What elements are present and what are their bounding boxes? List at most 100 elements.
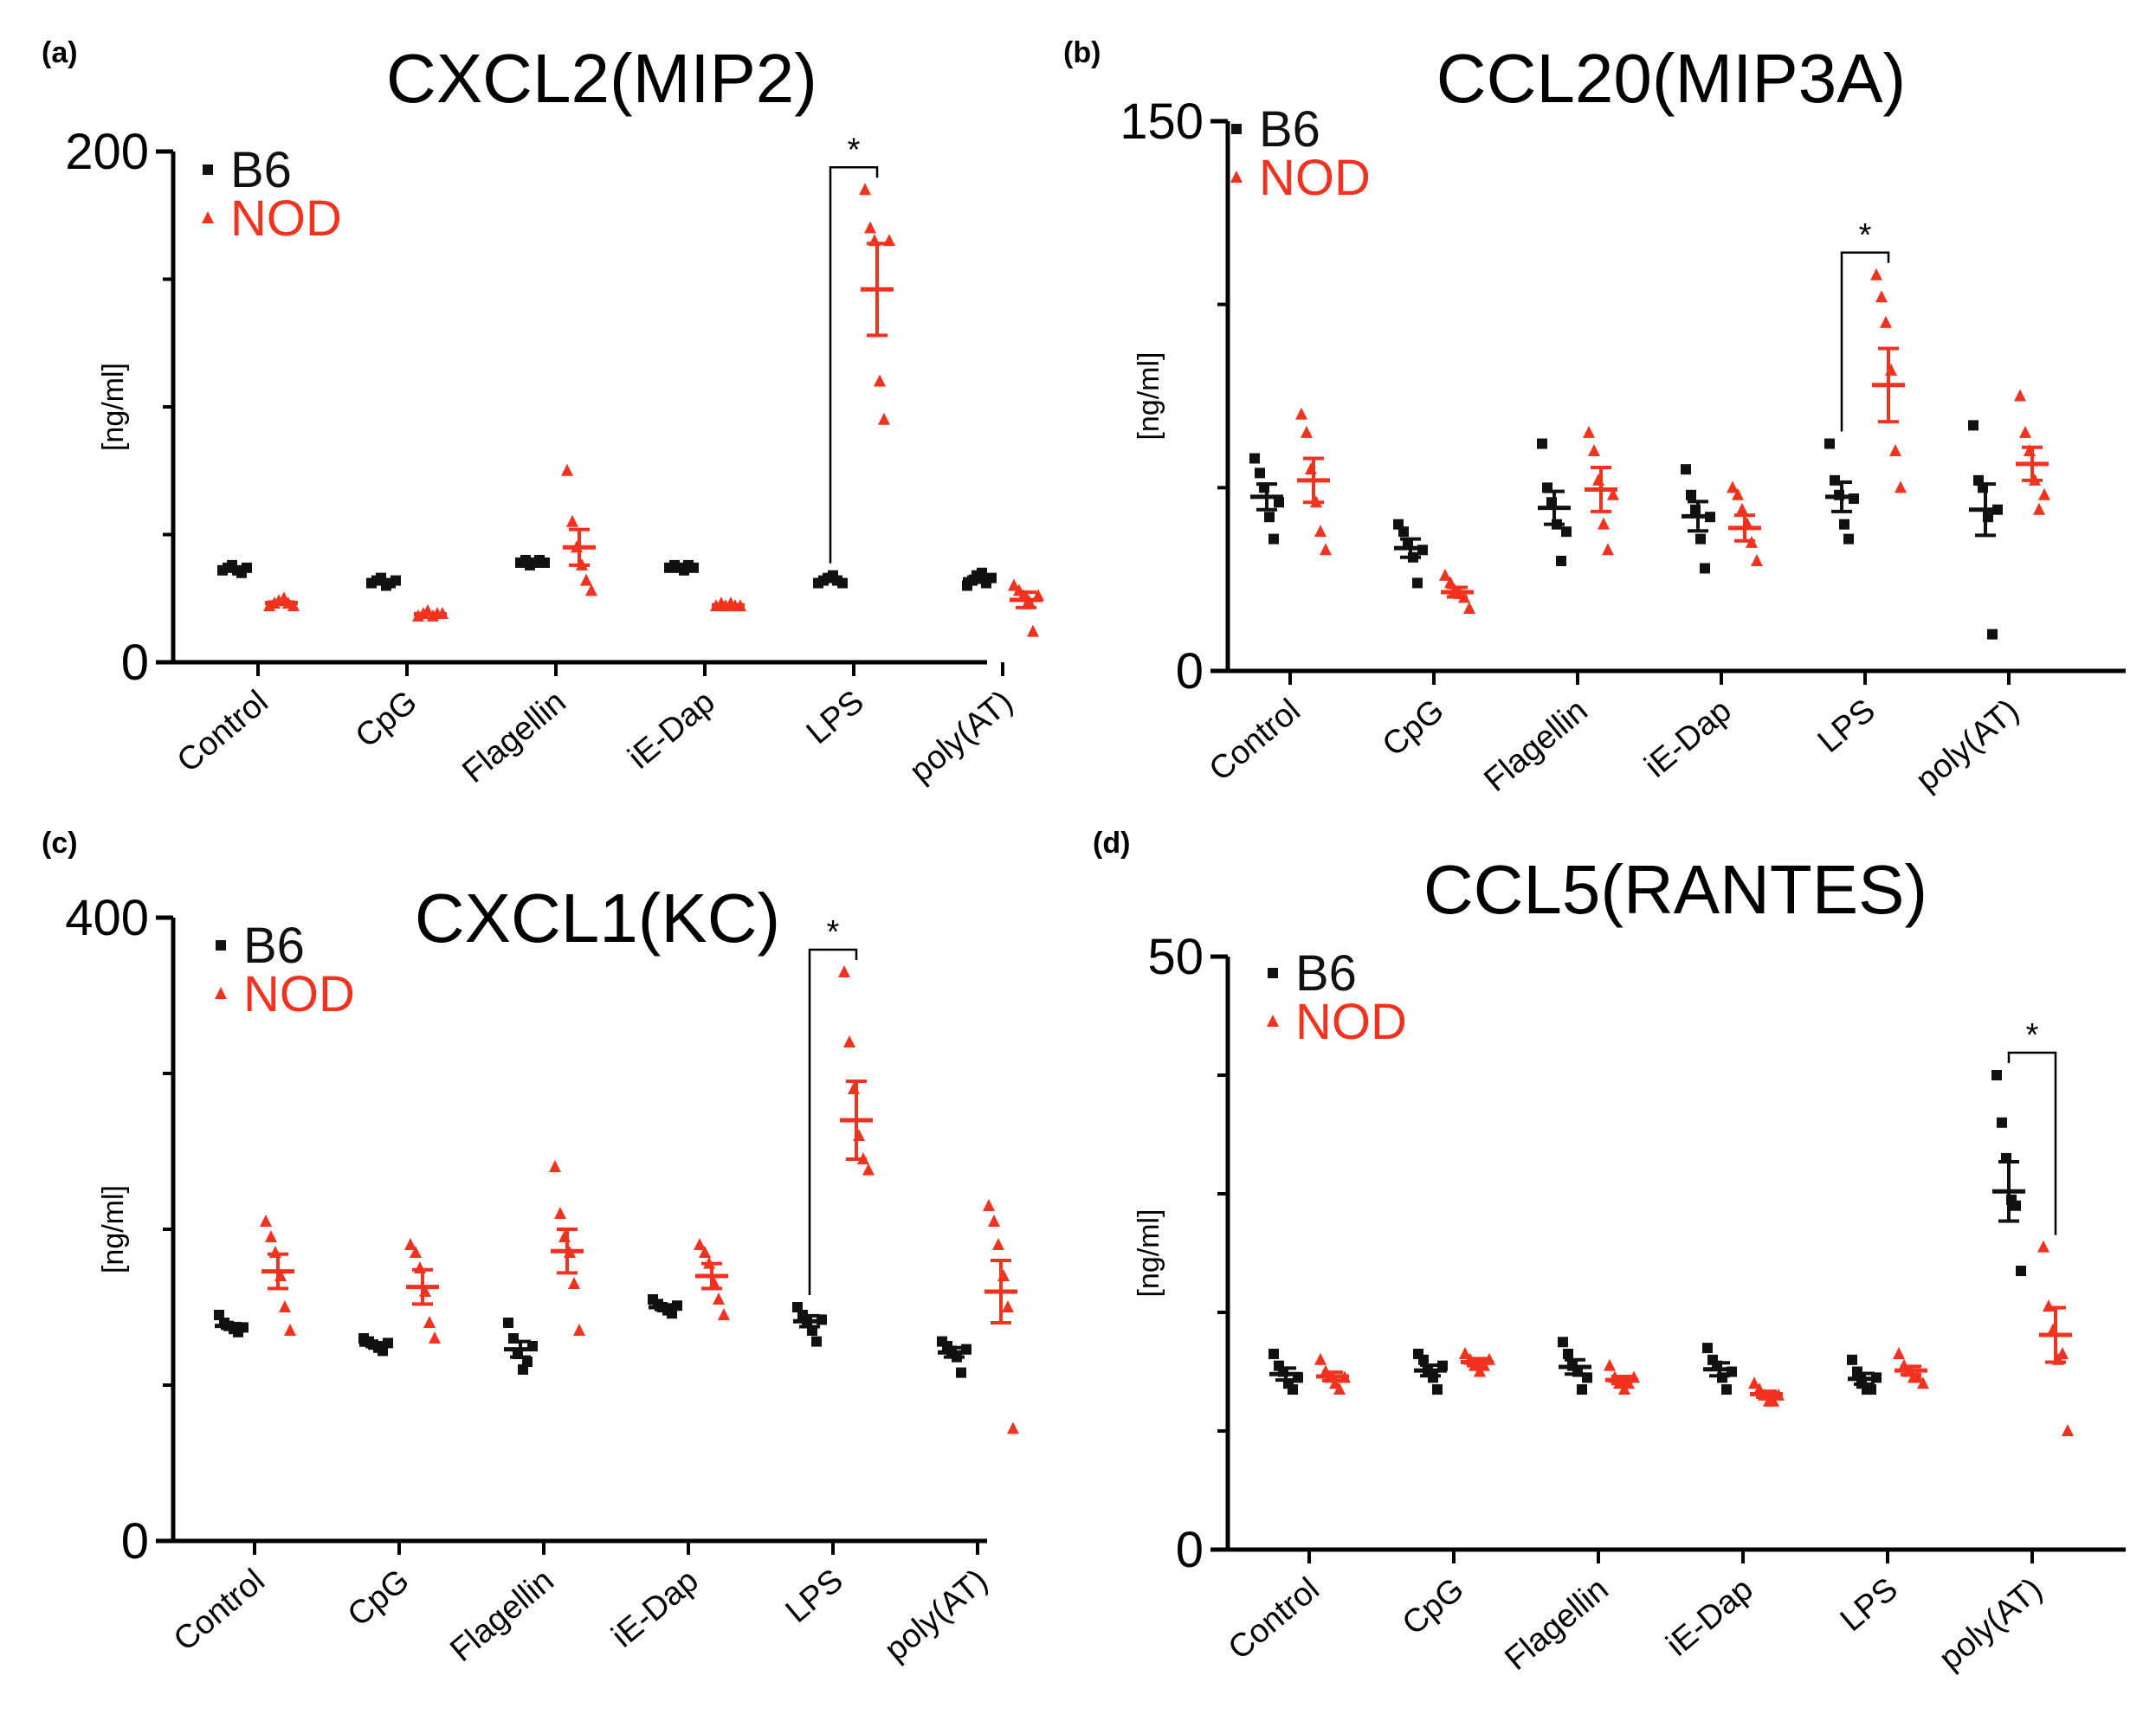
x-tick-label: iE-Dap bbox=[1660, 1571, 1760, 1664]
data-point-b6 bbox=[1249, 453, 1260, 464]
significance-label: * bbox=[827, 914, 840, 951]
data-point-b6 bbox=[1412, 577, 1423, 589]
y-tick-label: 0 bbox=[1176, 1522, 1204, 1578]
data-point-nod bbox=[2014, 389, 2026, 402]
significance-bracket bbox=[808, 948, 858, 1295]
x-tick-label: Flagellin bbox=[1498, 1571, 1615, 1678]
panel-letter-b: (b) bbox=[1063, 36, 1101, 69]
data-point-nod bbox=[992, 1238, 1004, 1250]
data-point-nod bbox=[1444, 576, 1456, 589]
data-point-nod bbox=[2037, 1240, 2049, 1253]
data-point-nod bbox=[1301, 425, 1313, 438]
data-point-nod bbox=[2019, 425, 2031, 438]
data-point-b6 bbox=[1418, 1354, 1429, 1365]
data-point-b6 bbox=[1558, 1337, 1568, 1348]
panel-letter-a: (a) bbox=[42, 36, 78, 69]
significance-label: * bbox=[2026, 1017, 2039, 1054]
y-tick-label: 0 bbox=[121, 1513, 149, 1570]
data-point-nod bbox=[260, 1215, 272, 1227]
x-tick-label: poly(AT) bbox=[1909, 693, 2026, 799]
legend-marker-b6 bbox=[203, 164, 213, 175]
panel-d-chart: CCL5(RANTES) 0 50 [ng/ml] Control CpG Flagelli… bbox=[1133, 851, 2126, 1678]
legend-label-b6: B6 bbox=[243, 918, 305, 974]
y-tick-label: 200 bbox=[65, 124, 149, 180]
data-point-nod bbox=[713, 1292, 725, 1305]
y-axis-label: [ng/ml] bbox=[97, 363, 130, 451]
data-point-b6 bbox=[956, 1367, 966, 1378]
data-point-nod bbox=[585, 583, 597, 596]
data-point-nod bbox=[874, 374, 886, 387]
data-point-nod bbox=[287, 599, 300, 612]
data-point-b6 bbox=[1288, 1384, 1298, 1395]
data-point-b6 bbox=[1432, 1384, 1443, 1395]
data-point-nod bbox=[864, 221, 876, 234]
y-axis-label: [ng/ml] bbox=[1133, 1209, 1165, 1297]
data-point-b6 bbox=[811, 1336, 822, 1347]
data-point-nod bbox=[549, 1160, 561, 1172]
data-point-nod bbox=[694, 1238, 706, 1250]
series-nod bbox=[1314, 1240, 2074, 1436]
data-point-b6 bbox=[1577, 1384, 1587, 1395]
data-point-nod bbox=[1893, 1346, 1905, 1359]
y-axis-label: [ng/ml] bbox=[97, 1185, 130, 1273]
data-point-nod bbox=[1295, 407, 1307, 420]
legend-label-nod: NOD bbox=[230, 190, 342, 247]
data-point-b6 bbox=[503, 1318, 513, 1328]
series-b6 bbox=[217, 555, 997, 591]
x-tick-label: CpG bbox=[1376, 693, 1451, 764]
data-point-b6 bbox=[1695, 533, 1706, 545]
legend-label-b6: B6 bbox=[1259, 101, 1320, 158]
chart-title: CCL20(MIP3A) bbox=[1436, 40, 1906, 117]
data-point-nod bbox=[265, 1230, 277, 1242]
legend-marker-b6 bbox=[216, 940, 226, 951]
data-point-nod bbox=[1027, 624, 1039, 637]
significance-bracket bbox=[2007, 1051, 2057, 1235]
data-point-b6 bbox=[1398, 526, 1409, 538]
x-tick-label: iE-Dap bbox=[622, 684, 722, 777]
data-point-nod bbox=[1736, 502, 1748, 515]
data-point-nod bbox=[1748, 1376, 1760, 1389]
data-point-b6 bbox=[2016, 1266, 2026, 1277]
data-point-nod bbox=[580, 573, 592, 586]
y-tick-label: 0 bbox=[121, 635, 149, 691]
legend-marker-nod bbox=[1230, 171, 1243, 183]
data-point-b6 bbox=[1968, 420, 1978, 431]
data-point-nod bbox=[1598, 517, 1610, 530]
series-nod bbox=[1295, 267, 2050, 615]
data-point-b6 bbox=[1264, 512, 1275, 523]
series-nod bbox=[263, 183, 1044, 637]
data-point-nod bbox=[1002, 1300, 1014, 1312]
panel-letter-c: (c) bbox=[42, 827, 78, 860]
data-point-b6 bbox=[1847, 1354, 1857, 1365]
legend-label-nod: NOD bbox=[1295, 994, 1407, 1050]
data-point-b6 bbox=[1839, 519, 1849, 530]
data-point-nod bbox=[1880, 315, 1892, 328]
data-point-nod bbox=[843, 1035, 855, 1047]
x-tick-label: poly(AT) bbox=[903, 684, 1020, 790]
data-point-nod bbox=[279, 1300, 291, 1312]
x-tick-label: poly(AT) bbox=[878, 1563, 995, 1669]
y-tick-label: 50 bbox=[1147, 929, 1204, 985]
legend-marker-nod bbox=[202, 211, 214, 223]
y-tick-label: 400 bbox=[65, 890, 149, 946]
legend-label-nod: NOD bbox=[243, 966, 355, 1022]
data-point-nod bbox=[410, 1246, 422, 1258]
data-point-b6 bbox=[1852, 1366, 1862, 1377]
data-point-nod bbox=[1459, 1346, 1471, 1359]
data-point-b6 bbox=[522, 1357, 533, 1367]
data-point-b6 bbox=[1556, 556, 1566, 566]
data-point-nod bbox=[699, 1246, 711, 1258]
data-point-nod bbox=[1588, 444, 1600, 456]
legend-label-nod: NOD bbox=[1259, 150, 1371, 206]
data-point-nod bbox=[718, 1308, 730, 1320]
y-tick-label: 150 bbox=[1120, 93, 1204, 150]
data-point-nod bbox=[1727, 480, 1739, 493]
data-point-b6 bbox=[1686, 489, 1696, 500]
data-point-b6 bbox=[1866, 1384, 1876, 1395]
data-point-b6 bbox=[2011, 1200, 2021, 1211]
x-tick-label: Flagellin bbox=[1477, 693, 1594, 799]
data-point-nod bbox=[284, 1324, 296, 1336]
data-point-nod bbox=[568, 1277, 580, 1289]
